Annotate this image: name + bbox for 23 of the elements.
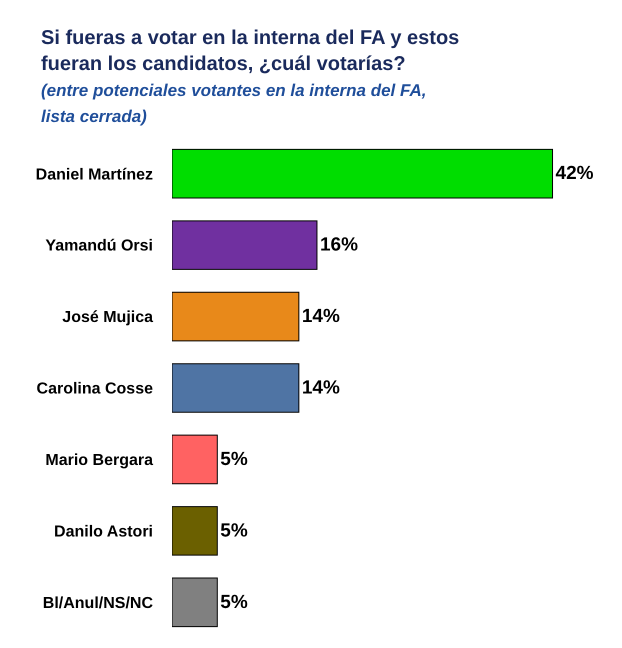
y-tick-label: José Mujica [62,309,154,326]
bar [172,506,218,556]
y-tick-label: Danilo Astori [54,523,153,540]
data-label: 5% [220,520,248,542]
data-label: 5% [220,448,248,470]
chart-title: Si fueras a votar en la interna del FA y estos fueran los candidatos, ¿cuál votarías? [41,27,460,75]
y-tick-label: Daniel Martínez [36,166,153,184]
data-label: 42% [556,163,594,184]
bar [172,434,218,484]
y-tick-label: Bl/Anul/NS/NC [42,594,154,612]
bar [172,363,300,413]
data-label: 14% [302,378,340,398]
chart-subtitle: (entre potenciales votantes en la interna del FA, lista cerrada) [41,81,426,126]
bar [172,148,554,198]
y-tick-label: Mario Bergara [45,452,154,470]
y-tick-label: Yamandú Orsi [45,238,153,255]
bar [172,578,218,628]
bar [172,220,318,270]
data-label: 16% [320,234,358,256]
y-tick-label: Carolina Cosse [36,380,154,398]
data-label: 5% [220,592,248,613]
bar [172,292,300,342]
data-label: 14% [302,306,340,328]
